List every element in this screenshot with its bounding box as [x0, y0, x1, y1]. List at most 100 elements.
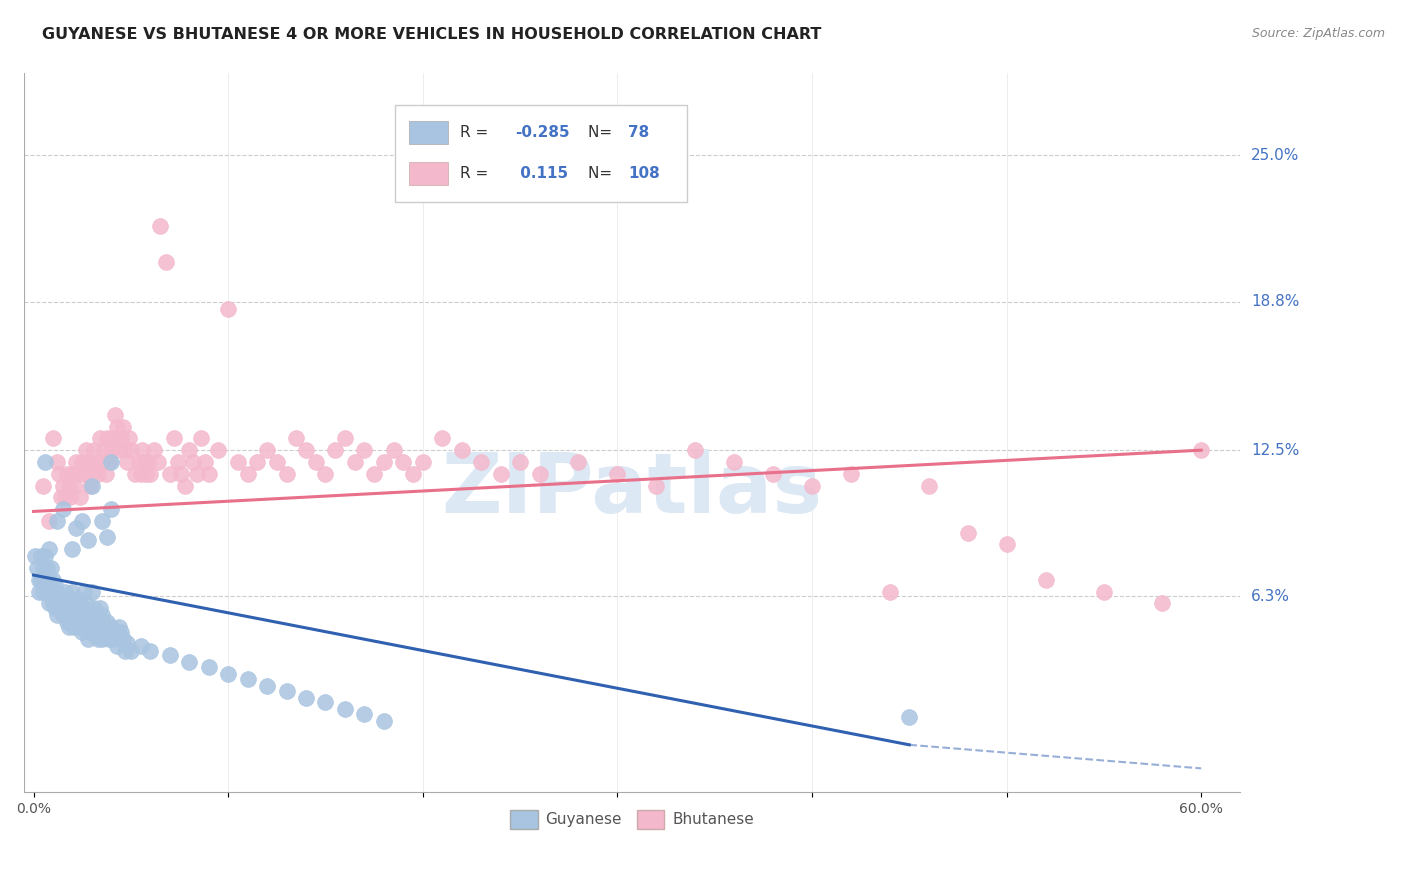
Point: [52, 478, 75, 492]
Point: [93, 443, 115, 458]
Point: [62, 467, 84, 481]
Point: [89, 624, 111, 639]
Point: [762, 467, 785, 481]
Point: [143, 443, 166, 458]
Text: R =: R =: [460, 125, 494, 140]
Point: [87, 467, 110, 481]
Point: [120, 643, 142, 657]
Point: [567, 455, 589, 469]
Point: [73, 467, 96, 481]
Text: GUYANESE VS BHUTANESE 4 OR MORE VEHICLES IN HOUSEHOLD CORRELATION CHART: GUYANESE VS BHUTANESE 4 OR MORE VEHICLES…: [42, 27, 821, 42]
Point: [108, 620, 131, 634]
Point: [77, 608, 100, 623]
Point: [314, 695, 336, 709]
Point: [104, 408, 127, 422]
Point: [115, 455, 138, 469]
Point: [42, 596, 65, 610]
Point: [162, 431, 184, 445]
Point: [98, 455, 121, 469]
Point: [236, 672, 259, 686]
Point: [84, 608, 107, 623]
Point: [52, 596, 75, 610]
Point: [38, 514, 60, 528]
Point: [48, 590, 70, 604]
Point: [42, 431, 65, 445]
Point: [179, 443, 201, 458]
Point: [84, 455, 107, 469]
Point: [53, 608, 76, 623]
Point: [89, 431, 111, 445]
Point: [53, 491, 76, 505]
Text: 78: 78: [628, 125, 650, 140]
Point: [65, 615, 87, 630]
Point: [138, 455, 160, 469]
Point: [373, 714, 395, 729]
Point: [146, 455, 169, 469]
Point: [135, 467, 157, 481]
Point: [1092, 584, 1115, 599]
Point: [402, 467, 425, 481]
Point: [105, 419, 128, 434]
Point: [131, 443, 153, 458]
Point: [80, 584, 103, 599]
Point: [470, 455, 492, 469]
Point: [70, 624, 93, 639]
Point: [73, 608, 96, 623]
Point: [69, 491, 91, 505]
Point: [67, 608, 90, 623]
Point: [28, 573, 51, 587]
Point: [112, 419, 135, 434]
Point: [918, 478, 941, 492]
Point: [65, 601, 87, 615]
Point: [70, 601, 93, 615]
Point: [34, 573, 56, 587]
Point: [801, 478, 824, 492]
Point: [90, 632, 112, 646]
Point: [489, 467, 512, 481]
Point: [96, 431, 118, 445]
Point: [58, 620, 80, 634]
Point: [606, 467, 628, 481]
Point: [80, 608, 103, 623]
Point: [94, 467, 117, 481]
Point: [83, 443, 105, 458]
Point: [59, 615, 82, 630]
Point: [77, 632, 100, 646]
Point: [39, 584, 62, 599]
FancyBboxPatch shape: [395, 105, 686, 202]
Point: [226, 455, 249, 469]
Point: [73, 584, 96, 599]
Point: [343, 455, 366, 469]
Point: [432, 431, 454, 445]
Point: [45, 455, 67, 469]
Point: [217, 301, 239, 316]
Point: [52, 608, 75, 623]
Point: [839, 467, 862, 481]
Point: [128, 455, 150, 469]
Point: [118, 431, 141, 445]
Point: [114, 643, 136, 657]
Point: [67, 591, 90, 606]
Point: [63, 596, 86, 610]
Point: [295, 690, 318, 705]
Point: [179, 655, 201, 669]
Point: [266, 455, 288, 469]
Point: [115, 636, 138, 650]
Point: [27, 561, 49, 575]
Point: [48, 601, 70, 615]
Point: [129, 639, 152, 653]
Point: [75, 596, 97, 610]
Point: [62, 542, 84, 557]
Point: [65, 455, 87, 469]
Point: [80, 478, 103, 492]
Point: [100, 502, 122, 516]
Point: [70, 514, 93, 528]
Point: [80, 467, 103, 481]
Point: [197, 467, 219, 481]
Point: [44, 577, 66, 591]
Point: [1189, 443, 1212, 458]
Point: [305, 455, 328, 469]
Text: -0.285: -0.285: [515, 125, 569, 140]
Text: 6.3%: 6.3%: [1251, 589, 1291, 604]
Point: [186, 467, 208, 481]
